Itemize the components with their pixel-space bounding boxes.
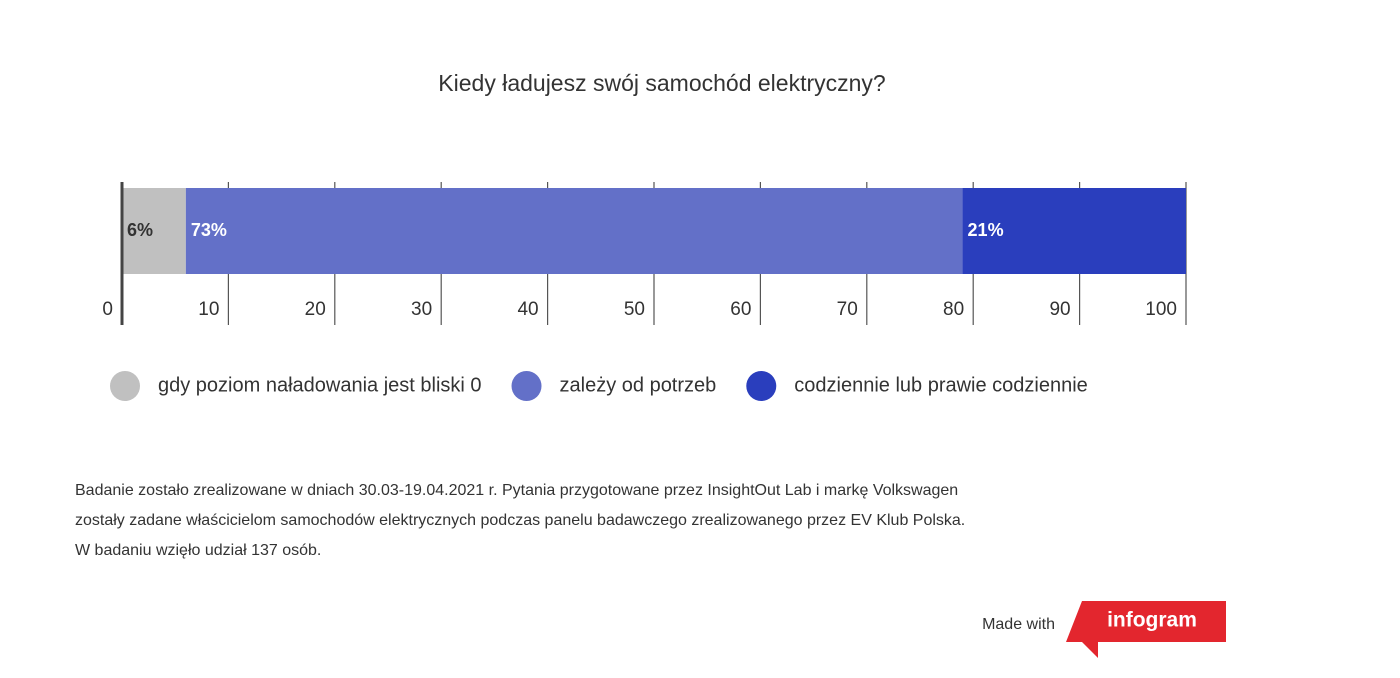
bar-segment (185, 188, 963, 274)
x-tick-label: 0 (102, 299, 113, 320)
legend-marker (110, 371, 140, 401)
x-tick-label: 60 (730, 299, 751, 320)
bar-segment (962, 188, 1186, 274)
x-tick-label: 30 (411, 299, 432, 320)
bar-segment (122, 188, 186, 274)
x-tick-label: 50 (624, 299, 645, 320)
x-tick-label: 90 (1049, 299, 1070, 320)
x-tick-label: 20 (305, 299, 326, 320)
logo-text: infogram (1107, 609, 1197, 632)
x-tick-label: 100 (1145, 299, 1177, 320)
legend-marker (511, 371, 542, 401)
credit: Made with (982, 616, 1055, 633)
legend-label: codziennie lub prawie codziennie (794, 374, 1088, 396)
note-line: W badaniu wzięło udział 137 osób. (75, 542, 321, 559)
legend-marker (746, 371, 777, 401)
note-line: Badanie zostało zrealizowane w dniach 30… (75, 482, 958, 499)
x-tick-label: 80 (943, 299, 964, 320)
value-label: 6% (127, 220, 153, 240)
x-tick-label: 10 (198, 299, 219, 320)
legend-label: gdy poziom naładowania jest bliski 0 (158, 374, 482, 396)
note-line: zostały zadane właścicielom samochodów e… (75, 512, 965, 529)
value-label: 21% (968, 220, 1004, 240)
value-label: 73% (191, 220, 227, 240)
x-tick-label: 70 (837, 299, 858, 320)
chart-title: Kiedy ładujesz swój samochód elektryczny… (438, 70, 885, 96)
logo-badge (1066, 601, 1226, 658)
x-tick-label: 40 (517, 299, 538, 320)
legend-label: zależy od potrzeb (560, 374, 717, 396)
